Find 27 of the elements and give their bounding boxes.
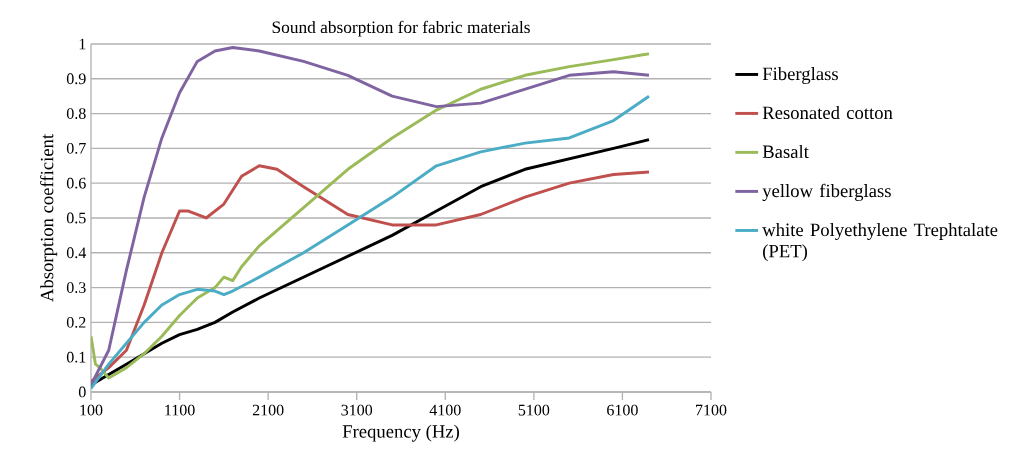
x-tick-label: 2100 bbox=[252, 404, 284, 416]
x-tick-label: 6100 bbox=[607, 404, 638, 416]
x-tick-label: 4100 bbox=[429, 404, 461, 416]
y-tick-label: 0 bbox=[78, 386, 86, 398]
x-tick-label: 100 bbox=[80, 404, 103, 416]
x-tick-label: 3100 bbox=[341, 404, 373, 416]
y-tick-label: 0.2 bbox=[66, 316, 86, 328]
x-tick-label: 7100 bbox=[696, 404, 727, 416]
x-tick-label: 5100 bbox=[518, 404, 550, 416]
y-tick-label: 0.8 bbox=[66, 108, 86, 120]
y-tick-label: 0.3 bbox=[66, 282, 86, 294]
legend-label: Resonated cotton bbox=[762, 105, 893, 120]
y-tick-label: 0.9 bbox=[66, 73, 86, 85]
y-tick-label: 0.5 bbox=[66, 212, 86, 224]
y-tick-label: 0.7 bbox=[66, 142, 86, 154]
y-tick-label: 1 bbox=[79, 38, 86, 50]
chart-title: Sound absorption for fabric materials bbox=[272, 20, 530, 37]
y-tick-label: 0.6 bbox=[66, 177, 86, 189]
legend-label: yellow fiberglass bbox=[762, 183, 891, 202]
y-axis-title: Absorption coefficient bbox=[40, 134, 58, 302]
y-tick-label: 0.4 bbox=[66, 247, 87, 259]
legend-label: Basalt bbox=[762, 144, 809, 159]
legend-label: white Polyethylene Trephtalate (PET) bbox=[762, 222, 998, 262]
x-tick-label: 1100 bbox=[165, 404, 195, 416]
x-axis-title: Frequency (Hz) bbox=[342, 424, 460, 442]
y-tick-label: 0.1 bbox=[66, 351, 86, 363]
legend-label: Fiberglass bbox=[762, 66, 838, 84]
